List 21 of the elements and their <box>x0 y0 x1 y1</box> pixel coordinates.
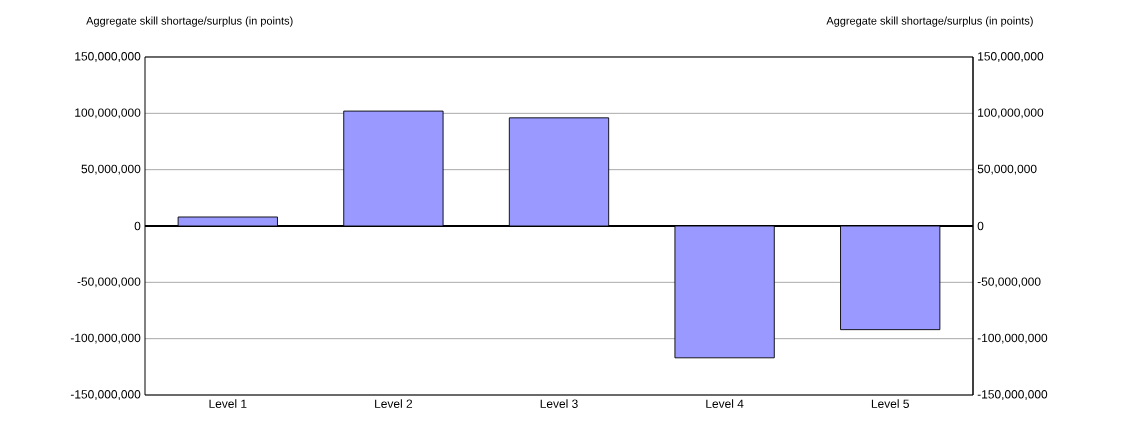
y2-tick-label: -100,000,000 <box>977 333 1048 344</box>
y-tick-label: -100,000,000 <box>70 333 141 344</box>
y-tick-label: 50,000,000 <box>81 164 141 175</box>
x-tick-label: Level 2 <box>375 399 413 408</box>
y2-tick-label: 50,000,000 <box>977 164 1037 175</box>
x-tick-label: Level 1 <box>209 399 247 408</box>
y-tick-label: 100,000,000 <box>75 108 141 119</box>
y2-tick-label: 100,000,000 <box>978 108 1044 119</box>
y-tick-label: 0 <box>134 221 141 231</box>
y2-tick-label: -50,000,000 <box>977 277 1041 288</box>
y-tick-label: 150,000,000 <box>75 52 141 62</box>
y-axis-title: Aggregate skill shortage/surplus (in points) <box>86 16 293 27</box>
x-tick-label: Level 4 <box>706 399 744 408</box>
y-tick-label: -150,000,000 <box>70 390 141 400</box>
y-tick-label: -50,000,000 <box>77 277 141 288</box>
y2-axis-title: Aggregate skill shortage/surplus (in points) <box>826 16 1033 27</box>
y2-tick-label: 150,000,000 <box>978 52 1044 62</box>
x-tick-label: Level 3 <box>540 399 578 408</box>
y2-tick-label: -150,000,000 <box>977 390 1048 400</box>
x-tick-label: Level 5 <box>871 399 909 408</box>
y2-tick-label: 0 <box>977 221 984 231</box>
